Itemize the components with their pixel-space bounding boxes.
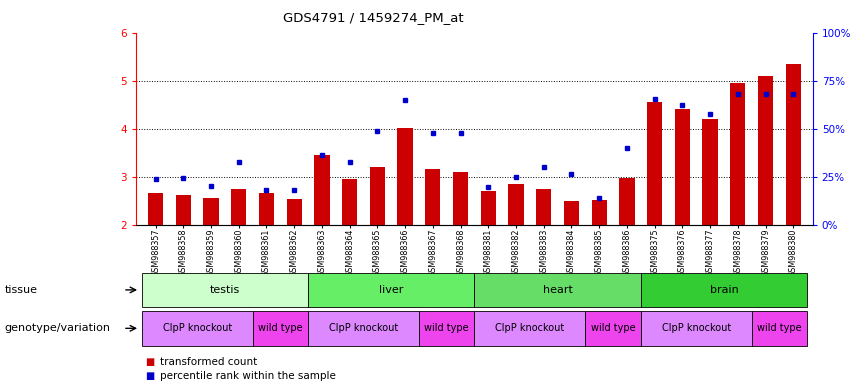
Bar [426, 169, 441, 225]
Text: GDS4791 / 1459274_PM_at: GDS4791 / 1459274_PM_at [283, 12, 463, 25]
Bar [591, 200, 607, 225]
Text: genotype/variation: genotype/variation [4, 323, 111, 333]
Text: ClpP knockout: ClpP knockout [328, 323, 398, 333]
Bar [508, 184, 523, 225]
Text: ■: ■ [145, 371, 154, 381]
Bar [536, 189, 551, 225]
Text: transformed count: transformed count [160, 357, 257, 367]
Text: wild type: wild type [757, 323, 802, 333]
Bar [231, 189, 247, 225]
Text: ClpP knockout: ClpP knockout [661, 323, 731, 333]
Bar [564, 201, 579, 225]
Text: wild type: wild type [425, 323, 469, 333]
Bar [259, 194, 274, 225]
Text: tissue: tissue [4, 285, 37, 295]
Text: liver: liver [379, 285, 403, 295]
Bar [758, 76, 774, 225]
Text: percentile rank within the sample: percentile rank within the sample [160, 371, 336, 381]
Bar [702, 119, 717, 225]
Text: brain: brain [710, 285, 739, 295]
Text: testis: testis [209, 285, 240, 295]
Bar [397, 128, 413, 225]
Bar [342, 179, 357, 225]
Text: ClpP knockout: ClpP knockout [495, 323, 564, 333]
Bar [453, 172, 468, 225]
Text: ■: ■ [145, 357, 154, 367]
Bar [620, 178, 635, 225]
Text: heart: heart [543, 285, 573, 295]
Bar [675, 109, 690, 225]
Bar [203, 198, 219, 225]
Bar [481, 191, 496, 225]
Bar [647, 102, 662, 225]
Bar [785, 64, 801, 225]
Text: ClpP knockout: ClpP knockout [163, 323, 231, 333]
Bar [175, 195, 191, 225]
Bar [287, 199, 302, 225]
Bar [370, 167, 385, 225]
Bar [314, 155, 329, 225]
Bar [730, 83, 745, 225]
Bar [148, 194, 163, 225]
Text: wild type: wild type [591, 323, 636, 333]
Text: wild type: wild type [258, 323, 303, 333]
